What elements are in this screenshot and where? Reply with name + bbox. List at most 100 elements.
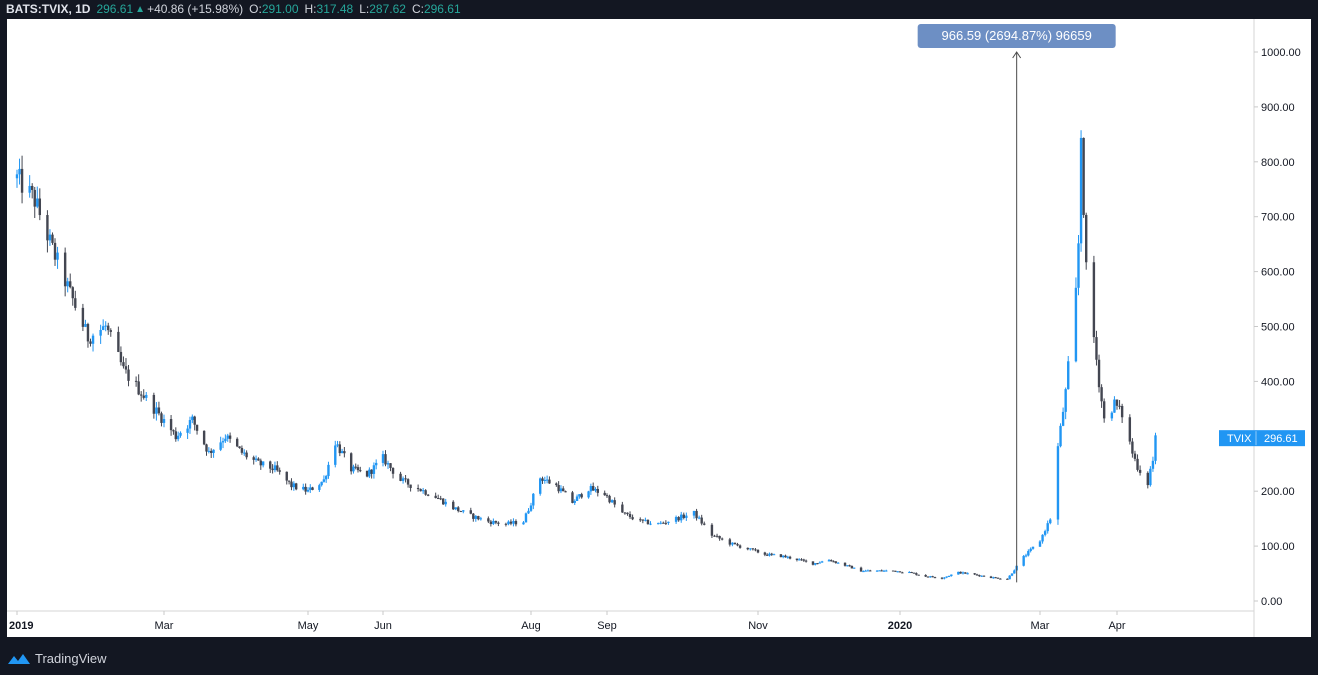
tradingview-logo[interactable]: TradingView (7, 651, 107, 666)
candle-body (575, 496, 579, 502)
candle-body (142, 395, 145, 398)
candle-body (109, 330, 112, 332)
candle-body (454, 507, 457, 510)
candle-body (318, 485, 321, 490)
candle-body (843, 562, 847, 566)
candle-body (784, 555, 787, 558)
candle-body (978, 575, 981, 577)
candle-body (18, 168, 21, 175)
candle-body (646, 519, 650, 525)
candle-body (816, 563, 819, 565)
price-tick-label: 100.00 (1261, 541, 1295, 553)
candle-body (219, 442, 222, 450)
candle-body (202, 430, 206, 445)
candle-body (908, 572, 911, 574)
candle-body (169, 419, 173, 431)
candle-body (389, 463, 392, 468)
candle-body (469, 510, 472, 514)
candle-body (152, 394, 156, 414)
candle-body (492, 520, 495, 525)
candle-body (961, 572, 965, 574)
candle-body (896, 571, 899, 573)
candle-body (89, 341, 92, 344)
candle-body (327, 464, 330, 477)
candle-body (975, 574, 979, 576)
candle-body (901, 572, 904, 574)
candle-body (641, 519, 645, 521)
candle-body (933, 577, 937, 579)
candle-body (278, 470, 281, 472)
candle-body (659, 522, 662, 524)
candle-body (254, 458, 258, 460)
candle-body (1118, 405, 1121, 407)
candle-body (1074, 287, 1078, 362)
candle-body (548, 479, 551, 484)
candle-body (720, 538, 724, 540)
time-axis[interactable]: 2019 Mar May Jun Aug Sep Nov 2020 Mar Apr (9, 611, 1126, 632)
candle-body (419, 489, 422, 492)
candle-body (86, 324, 90, 342)
time-tick-label: Apr (1108, 620, 1125, 632)
candle-body (442, 498, 445, 505)
candle-body (36, 198, 39, 207)
up-arrow-icon: ▲ (135, 3, 146, 15)
price-tag-value: 296.61 (1264, 433, 1298, 445)
candle-body (541, 478, 544, 481)
candle-body (69, 281, 72, 288)
candle-body (99, 329, 102, 336)
candle-body (555, 483, 558, 486)
candle-body (137, 381, 140, 395)
candle-body (703, 523, 706, 525)
candle-body (63, 252, 67, 287)
candle-body (477, 516, 480, 520)
price-chart[interactable]: 966.59 (2694.87%) 96659 1000.00 900.00 800… (7, 19, 1311, 637)
candle-body (664, 522, 668, 524)
candle-body (682, 514, 685, 518)
candle-body (261, 461, 265, 466)
candle-body (322, 479, 326, 482)
candle-body (157, 407, 161, 414)
candle-body (770, 553, 773, 555)
candle-body (174, 431, 178, 440)
candle-body (1138, 469, 1142, 473)
candle-body (994, 577, 997, 579)
candle-body (1031, 546, 1035, 549)
candle-body (193, 416, 196, 425)
candle-body (1128, 417, 1132, 442)
candle-body (444, 501, 447, 505)
candle-body (945, 576, 948, 578)
price-axis[interactable]: 1000.00 900.00 800.00 700.00 600.00 500.00 400… (1254, 47, 1301, 608)
candle-body (276, 465, 279, 471)
tradingview-cloud-icon (8, 653, 30, 664)
candle-body (238, 446, 241, 448)
candle-body (195, 424, 199, 431)
candle-body (1049, 519, 1052, 524)
candle-body (992, 577, 995, 579)
time-tick-label: Sep (597, 620, 617, 632)
chart-area[interactable]: 966.59 (2694.87%) 96659 1000.00 900.00 800… (7, 19, 1311, 637)
candle-body (1110, 412, 1114, 419)
candle-body (532, 493, 535, 506)
open-value: 291.00 (261, 2, 299, 16)
price-tick-label: 1000.00 (1261, 47, 1301, 59)
candle-body (273, 465, 277, 471)
candle-body (885, 570, 888, 572)
candle-body (210, 450, 213, 453)
candle-body (613, 500, 616, 505)
last-price-tag: TVIX 296.61 (1219, 430, 1305, 447)
candle-body (472, 513, 475, 519)
candle-body (176, 435, 180, 440)
candle-body (1115, 399, 1119, 406)
candle-body (1006, 578, 1009, 580)
symbol-label[interactable]: BATS:TVIX, 1D (6, 2, 91, 16)
low-value: 287.62 (369, 2, 406, 16)
candle-body (290, 481, 293, 488)
candle-body (929, 576, 932, 578)
candle-body (1133, 453, 1137, 459)
candle-body (504, 523, 508, 525)
candle-body (1013, 570, 1016, 574)
candle-body (512, 521, 515, 524)
candle-body (1102, 401, 1106, 419)
candle-body (957, 571, 960, 575)
candle-body (832, 561, 835, 563)
